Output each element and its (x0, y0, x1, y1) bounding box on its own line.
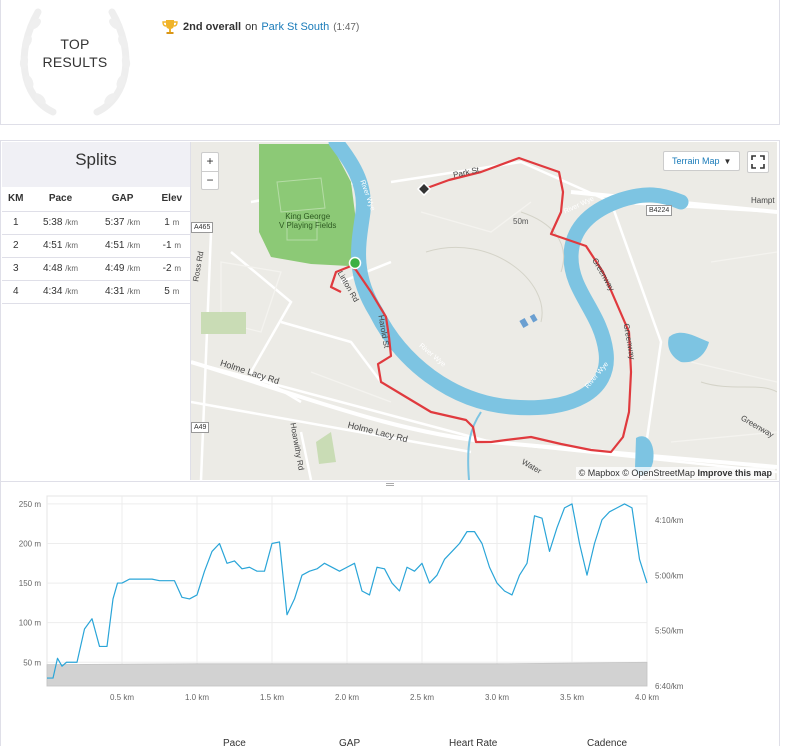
top-results-card: TOP RESULTS 2nd overall on Park St South… (0, 0, 780, 125)
elevation-pace-chart[interactable]: 0.5 km 1.0 km 1.5 km 2.0 km 2.5 km 3.0 km 3.5 … (1, 488, 779, 728)
improve-map-link[interactable]: Improve this map (697, 468, 772, 478)
y-tick-label: 250 m (19, 500, 42, 509)
route-map[interactable]: King George V Playing Fields Park St Holm… (191, 142, 777, 480)
expand-icon (751, 155, 765, 169)
split-gap: 4:49 /km (91, 257, 154, 281)
y-tick-label: 200 m (19, 540, 42, 549)
trophy-icon (162, 20, 178, 34)
resize-divider[interactable] (1, 481, 779, 487)
splits-panel: Splits KM Pace GAP Elev 1 5:38 /km 5:37 … (2, 142, 191, 480)
col-pace: Pace (29, 187, 92, 212)
a49-shield: A49 (191, 422, 210, 433)
split-row: 1 5:38 /km 5:37 /km 1 m (2, 211, 190, 235)
split-elev: 5 m (153, 280, 190, 304)
split-pace: 4:34 /km (29, 280, 92, 304)
col-gap: GAP (91, 187, 154, 212)
split-row: 3 4:48 /km 4:49 /km -2 m (2, 257, 190, 281)
finish-flag-icon[interactable] (416, 181, 432, 197)
chart-legend: Pace GAP Heart Rate Cadence (1, 738, 779, 749)
caret-down-icon: ▼ (723, 157, 732, 166)
pace-line (47, 503, 648, 679)
map-attribution: © Mapbox © OpenStreetMap Improve this ma… (575, 467, 775, 479)
fullscreen-button[interactable] (747, 151, 769, 173)
split-elev: -1 m (153, 234, 190, 258)
x-tick-label: 2.0 km (335, 693, 359, 702)
splits-header-row: KM Pace GAP Elev (2, 187, 190, 212)
y-right-tick-label: 5:50/km (655, 627, 684, 636)
split-elev: -2 m (153, 257, 190, 281)
park-label: King George V Playing Fields (279, 212, 337, 230)
legend-gap[interactable]: GAP (339, 738, 361, 749)
split-gap: 5:37 /km (91, 211, 154, 235)
split-row: 4 4:34 /km 4:31 /km 5 m (2, 280, 190, 304)
chart-canvas[interactable]: 0.5 km 1.0 km 1.5 km 2.0 km 2.5 km 3.0 km 3.5 … (1, 488, 779, 728)
zoom-control: + − (201, 152, 219, 190)
split-row: 2 4:51 /km 4:51 /km -1 m (2, 234, 190, 258)
y-tick-label: 100 m (19, 619, 42, 628)
zoom-out-button[interactable]: − (202, 171, 218, 189)
a465-shield: A465 (191, 222, 214, 233)
resize-grip-icon[interactable] (386, 483, 394, 486)
split-elev: 1 m (153, 211, 190, 235)
map-type-dropdown[interactable]: Terrain Map ▼ (663, 151, 741, 171)
x-tick-label: 2.5 km (410, 693, 434, 702)
top-results-badge: TOP RESULTS (13, 35, 137, 71)
splits-title: Splits (2, 142, 190, 187)
split-km: 4 (2, 280, 30, 304)
y-tick-label: 150 m (19, 579, 42, 588)
x-tick-label: 3.5 km (560, 693, 584, 702)
legend-heart-rate[interactable]: Heart Rate (449, 738, 498, 749)
segment-time: (1:47) (333, 21, 360, 33)
map-type-label: Terrain Map (672, 156, 720, 166)
hampton-label: Hampt (751, 196, 775, 205)
contour-label: 50m (513, 217, 529, 226)
split-pace: 4:48 /km (29, 257, 92, 281)
analysis-panel: Splits KM Pace GAP Elev 1 5:38 /km 5:37 … (0, 140, 780, 749)
split-km: 2 (2, 234, 30, 258)
legend-pace[interactable]: Pace (223, 738, 246, 749)
splits-table: KM Pace GAP Elev 1 5:38 /km 5:37 /km 1 m… (2, 187, 190, 304)
split-km: 3 (2, 257, 30, 281)
split-pace: 5:38 /km (29, 211, 92, 235)
start-marker-icon[interactable] (348, 256, 362, 270)
segment-link[interactable]: Park St South (261, 21, 330, 33)
rank-text: 2nd overall (183, 21, 242, 33)
badge-line-2: RESULTS (42, 54, 108, 70)
split-gap: 4:31 /km (91, 280, 154, 304)
col-km: KM (2, 187, 30, 212)
y-tick-label: 50 m (23, 658, 41, 667)
legend-cadence[interactable]: Cadence (587, 738, 628, 749)
y-right-tick-label: 4:10/km (655, 516, 684, 525)
x-tick-label: 1.0 km (185, 693, 209, 702)
badge-line-1: TOP (60, 36, 90, 52)
y-right-tick-label: 5:00/km (655, 571, 684, 580)
x-tick-label: 1.5 km (260, 693, 284, 702)
x-tick-label: 3.0 km (485, 693, 509, 702)
x-tick-label: 4.0 km (635, 693, 659, 702)
on-text: on (245, 21, 258, 33)
laurel-wreath-icon (19, 8, 131, 116)
zoom-in-button[interactable]: + (206, 154, 214, 168)
x-tick-label: 0.5 km (110, 693, 134, 702)
split-km: 1 (2, 211, 30, 235)
map-canvas[interactable] (191, 142, 777, 480)
y-right-tick-label: 6:40/km (655, 682, 684, 691)
col-elev: Elev (153, 187, 190, 212)
elevation-area (46, 661, 648, 687)
b4224-shield: B4224 (646, 205, 673, 216)
split-gap: 4:51 /km (91, 234, 154, 258)
achievement-row: 2nd overall on Park St South (1:47) (161, 18, 359, 36)
split-pace: 4:51 /km (29, 234, 92, 258)
